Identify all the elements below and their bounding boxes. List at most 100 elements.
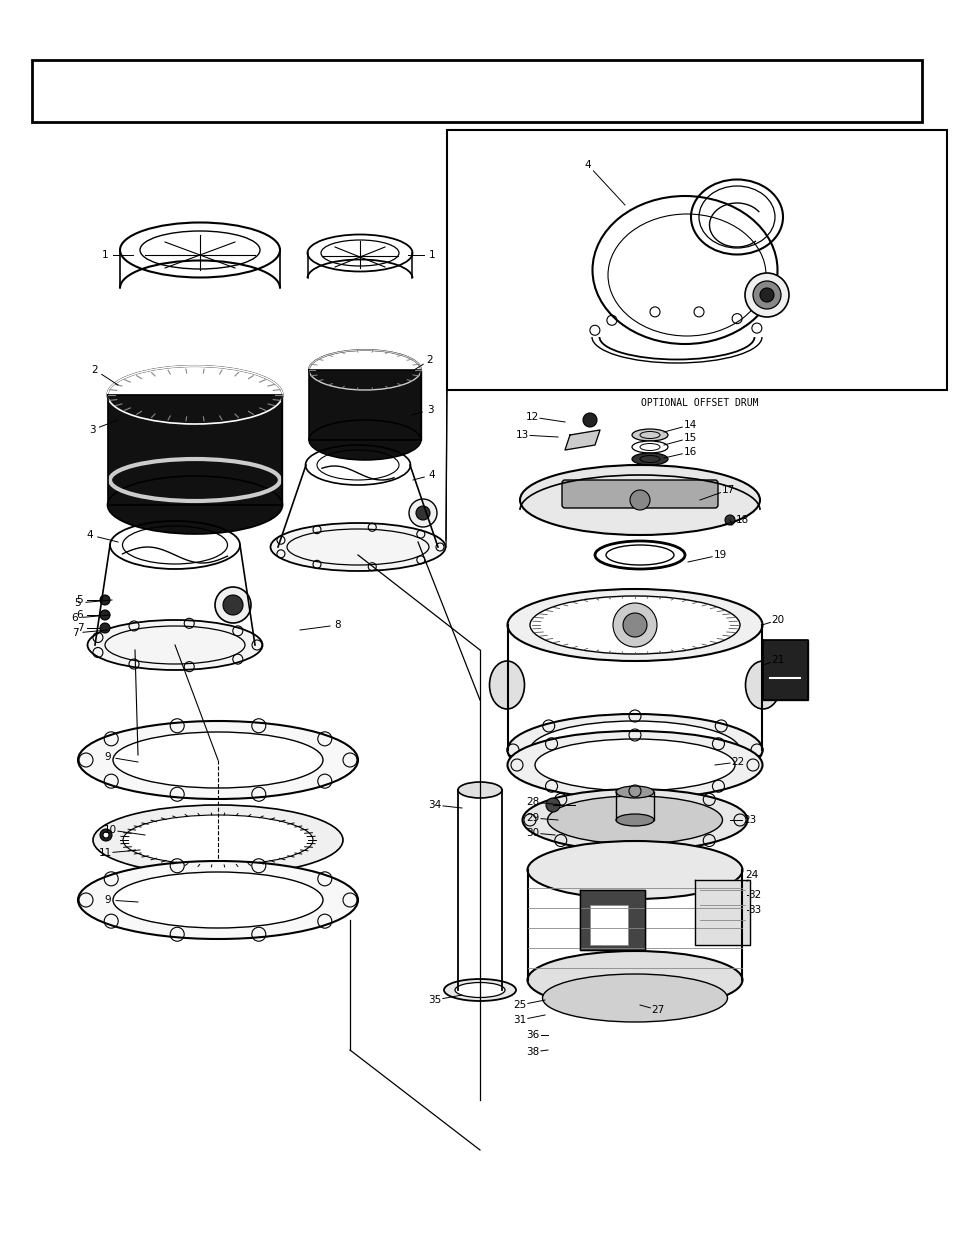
Text: 23: 23	[742, 815, 756, 825]
Text: 30: 30	[526, 827, 539, 839]
Circle shape	[100, 829, 112, 841]
Text: 8: 8	[335, 620, 341, 630]
Text: 33: 33	[747, 905, 760, 915]
Ellipse shape	[489, 661, 524, 709]
Text: 12: 12	[525, 412, 538, 422]
Ellipse shape	[271, 522, 445, 571]
Bar	[589, 905, 627, 945]
Ellipse shape	[522, 789, 747, 851]
Text: 11: 11	[98, 848, 112, 858]
Text: 25: 25	[513, 1000, 526, 1010]
Ellipse shape	[547, 797, 721, 844]
Ellipse shape	[78, 721, 357, 799]
Ellipse shape	[112, 732, 323, 788]
Text: OPTIONAL OFFSET DRUM: OPTIONAL OFFSET DRUM	[640, 398, 758, 408]
Circle shape	[613, 603, 657, 647]
Circle shape	[744, 273, 788, 317]
Polygon shape	[579, 890, 644, 950]
Text: 16: 16	[682, 447, 696, 457]
Text: 2: 2	[91, 366, 98, 375]
Circle shape	[629, 490, 649, 510]
Text: 1: 1	[428, 249, 435, 261]
Polygon shape	[695, 881, 749, 945]
Text: 2: 2	[426, 354, 433, 366]
Ellipse shape	[123, 815, 313, 864]
Text: 24: 24	[744, 869, 758, 881]
Ellipse shape	[507, 731, 761, 799]
Ellipse shape	[535, 739, 734, 790]
Text: 14: 14	[682, 420, 696, 430]
Ellipse shape	[78, 861, 357, 939]
Text: 35: 35	[428, 995, 441, 1005]
Text: 28: 28	[526, 797, 539, 806]
Ellipse shape	[507, 589, 761, 661]
Ellipse shape	[309, 420, 420, 459]
Text: 15: 15	[682, 433, 696, 443]
Ellipse shape	[108, 475, 282, 534]
Text: 5: 5	[74, 598, 81, 608]
Text: 29: 29	[526, 813, 539, 823]
Polygon shape	[108, 395, 282, 505]
Ellipse shape	[92, 805, 343, 876]
Circle shape	[724, 515, 734, 525]
Text: 3: 3	[89, 425, 95, 435]
Ellipse shape	[88, 620, 262, 671]
Ellipse shape	[631, 453, 667, 466]
Ellipse shape	[542, 974, 727, 1023]
Ellipse shape	[616, 814, 654, 826]
Text: 4: 4	[584, 161, 591, 170]
Text: 13: 13	[515, 430, 528, 440]
Ellipse shape	[530, 721, 740, 779]
Bar	[32, 61, 921, 122]
Ellipse shape	[507, 714, 761, 785]
Circle shape	[214, 587, 251, 622]
Polygon shape	[309, 370, 420, 440]
Ellipse shape	[616, 785, 654, 798]
Text: 21: 21	[771, 655, 783, 664]
Circle shape	[409, 499, 436, 527]
Text: 34: 34	[428, 800, 441, 810]
Circle shape	[100, 610, 110, 620]
Text: 4: 4	[428, 471, 435, 480]
Text: 19: 19	[713, 550, 726, 559]
Text: 22: 22	[731, 757, 744, 767]
Text: 31: 31	[513, 1015, 526, 1025]
Ellipse shape	[455, 983, 504, 998]
Circle shape	[223, 595, 243, 615]
Text: 1: 1	[102, 249, 109, 261]
Text: 20: 20	[771, 615, 783, 625]
Text: 38: 38	[526, 1047, 539, 1057]
Ellipse shape	[457, 782, 501, 798]
Circle shape	[416, 506, 430, 520]
Circle shape	[545, 798, 559, 811]
Text: 3: 3	[426, 405, 433, 415]
Ellipse shape	[519, 466, 760, 535]
Circle shape	[103, 832, 109, 839]
Circle shape	[752, 282, 781, 309]
Ellipse shape	[527, 841, 741, 899]
Ellipse shape	[631, 441, 667, 453]
Circle shape	[622, 613, 646, 637]
Ellipse shape	[112, 872, 323, 927]
Text: 10: 10	[103, 825, 116, 835]
Ellipse shape	[527, 951, 741, 1009]
Ellipse shape	[744, 661, 780, 709]
Text: 18: 18	[735, 515, 748, 525]
Text: 5: 5	[76, 595, 83, 605]
Bar	[447, 130, 946, 390]
Polygon shape	[762, 640, 807, 700]
Text: 9: 9	[105, 752, 112, 762]
Text: 17: 17	[720, 485, 734, 495]
Ellipse shape	[530, 597, 740, 655]
Text: 4: 4	[87, 530, 93, 540]
Text: 36: 36	[526, 1030, 539, 1040]
Ellipse shape	[631, 429, 667, 441]
Text: 6: 6	[71, 613, 78, 622]
FancyBboxPatch shape	[561, 480, 718, 508]
Text: 9: 9	[105, 895, 112, 905]
Text: 6: 6	[76, 610, 83, 620]
Circle shape	[760, 288, 773, 303]
Polygon shape	[564, 430, 599, 450]
Ellipse shape	[443, 979, 516, 1002]
Circle shape	[100, 595, 110, 605]
